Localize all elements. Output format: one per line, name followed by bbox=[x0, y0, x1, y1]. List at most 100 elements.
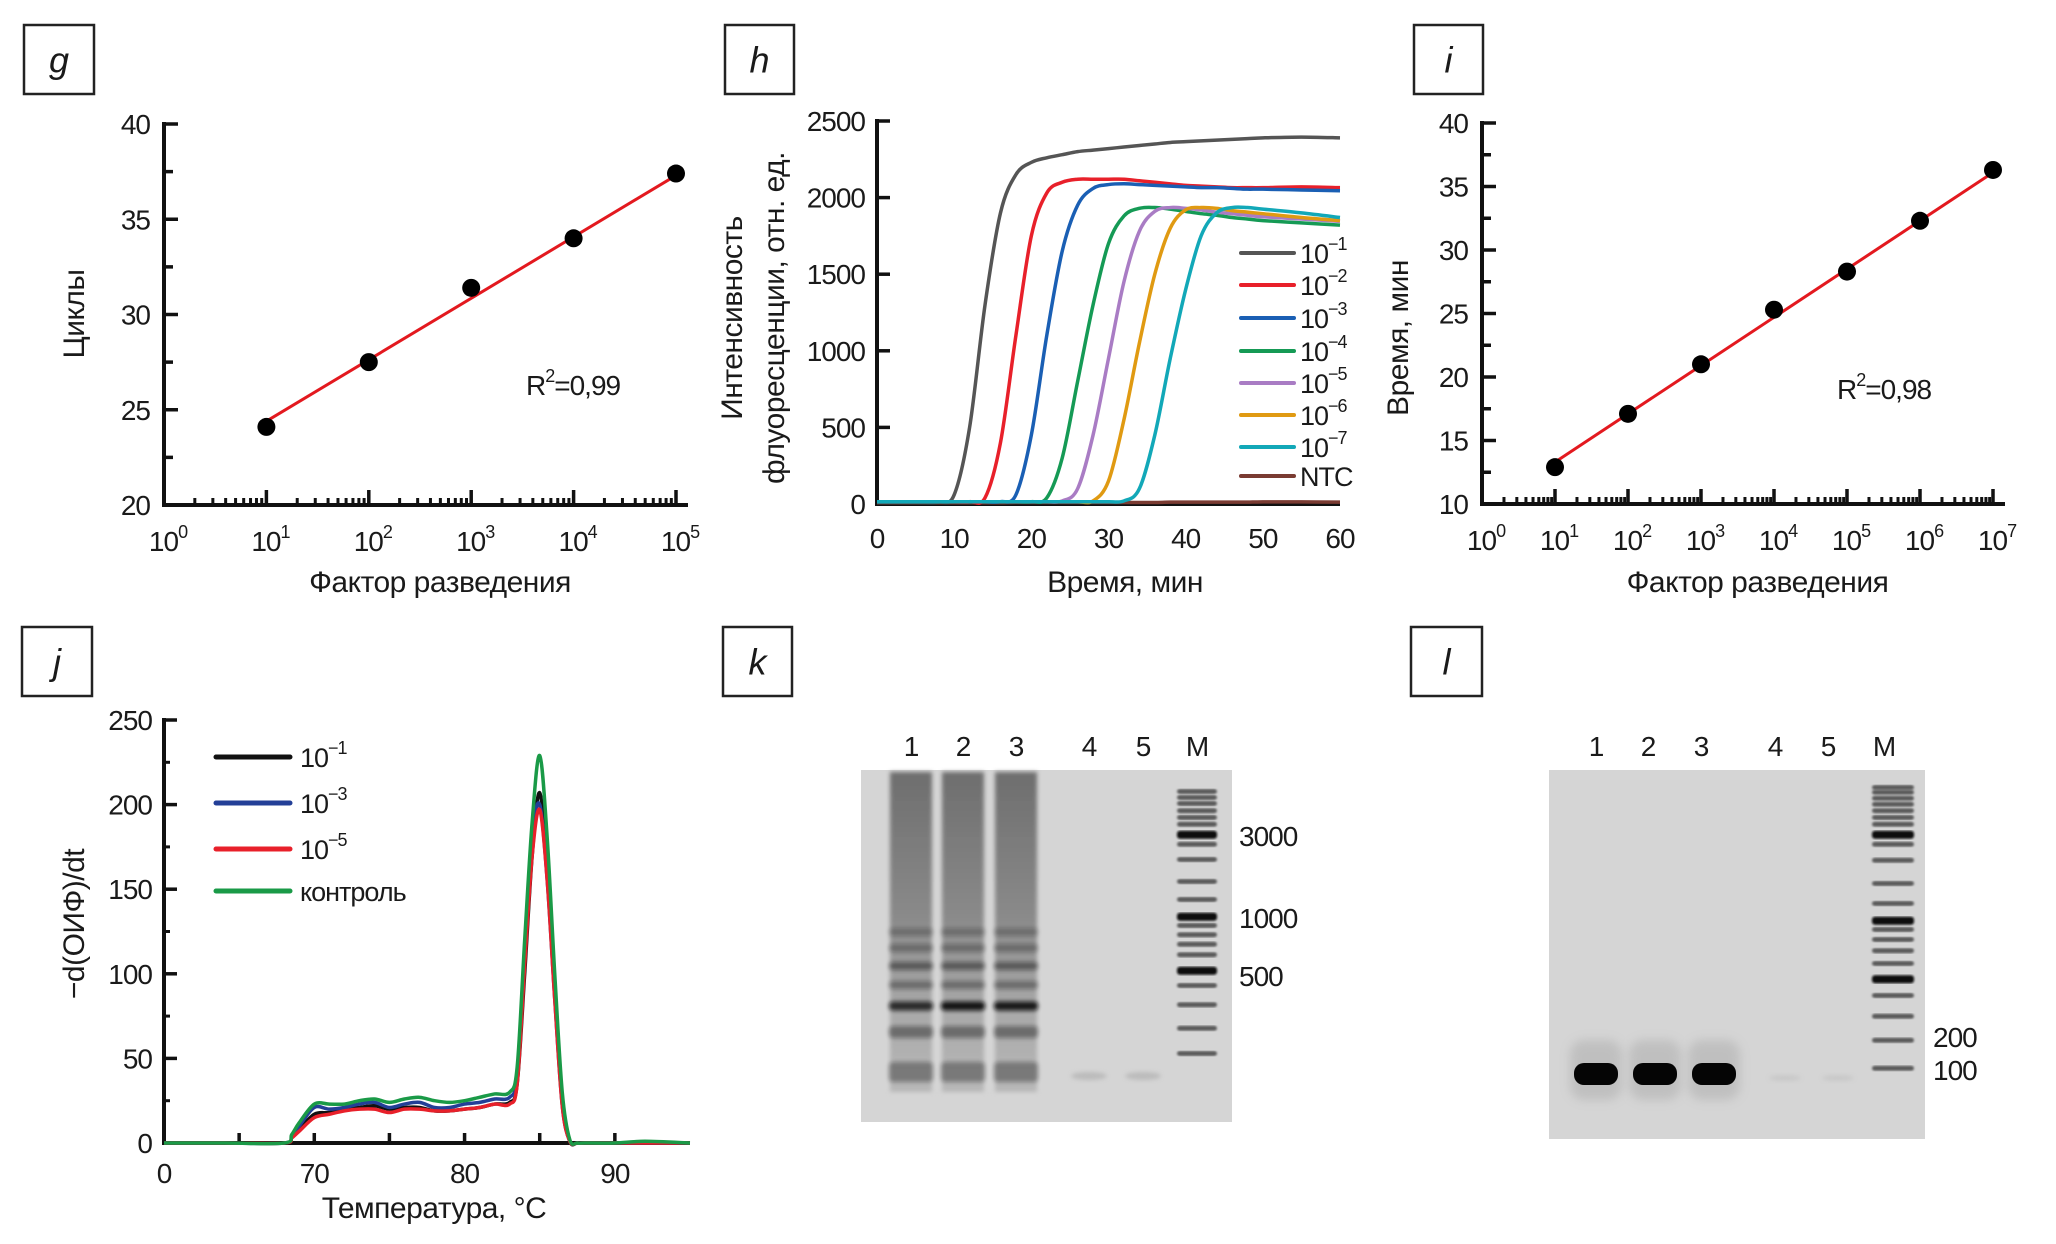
dna-band bbox=[889, 1001, 933, 1011]
x-axis-title: Фактор разведения bbox=[309, 566, 571, 599]
marker-size-label: 3000 bbox=[1239, 821, 1298, 852]
data-point bbox=[667, 164, 685, 183]
x-tick-label: 20 bbox=[1017, 523, 1047, 554]
dna-band bbox=[941, 944, 985, 952]
y-tick-label: 2500 bbox=[807, 106, 866, 137]
x-tick-label-base: 10 bbox=[1540, 525, 1570, 556]
ladder-band bbox=[1872, 937, 1914, 942]
legend-label-base: 10 bbox=[300, 789, 328, 819]
lane-label: 1 bbox=[1589, 731, 1604, 762]
y-tick-label: 1500 bbox=[807, 259, 866, 290]
ladder-band bbox=[1177, 941, 1217, 947]
panel-label-box bbox=[721, 625, 794, 698]
ladder-band bbox=[1872, 801, 1914, 807]
y-tick-label: 50 bbox=[123, 1043, 153, 1074]
y-tick-label: 25 bbox=[1439, 299, 1469, 330]
data-point bbox=[1838, 262, 1856, 281]
series-line bbox=[876, 135, 1341, 505]
legend-item: контроль bbox=[213, 877, 407, 907]
legend-label-base: 10 bbox=[300, 835, 328, 865]
legend-label-base: 10 bbox=[1300, 369, 1328, 399]
panel-label-box bbox=[22, 23, 96, 96]
x-axis-title: Фактор разведения bbox=[1627, 566, 1889, 599]
data-point bbox=[564, 229, 583, 248]
r-squared-sup: 2 bbox=[545, 366, 555, 386]
legend-label-exponent: −6 bbox=[1328, 396, 1348, 416]
panel-letter: l bbox=[1443, 642, 1452, 683]
x-tick-label-exponent: 1 bbox=[280, 522, 290, 542]
dna-band bbox=[994, 928, 1038, 936]
x-tick-label: 90 bbox=[600, 1158, 630, 1189]
panel-label-box bbox=[1409, 625, 1484, 698]
series-line bbox=[877, 182, 1341, 504]
r-squared-value: =0,99 bbox=[554, 370, 620, 401]
ladder-band bbox=[1177, 821, 1217, 827]
legend-label: 10−1 bbox=[300, 738, 348, 773]
y-tick-label: 35 bbox=[121, 204, 151, 235]
legend-item: 10−7 bbox=[1239, 428, 1349, 463]
ladder-band bbox=[1177, 912, 1217, 921]
y-axis-title-line: флуоресценции, отн. ед. bbox=[758, 152, 791, 484]
dna-band bbox=[889, 944, 933, 952]
legend-label-base: 10 bbox=[1300, 401, 1328, 431]
series-line bbox=[164, 807, 690, 1147]
legend-label-exponent: −5 bbox=[328, 830, 348, 850]
x-tick-label: 103 bbox=[1686, 521, 1725, 556]
y-tick-label: 500 bbox=[821, 412, 865, 443]
gel-k: 1 2 3 4 5 M 3000 1000 500 bbox=[861, 731, 1299, 1122]
x-tick-label: 103 bbox=[456, 522, 495, 557]
legend-label-base: контроль bbox=[300, 877, 406, 907]
legend-label-exponent: −2 bbox=[1328, 266, 1348, 286]
ladder-band bbox=[1872, 830, 1914, 839]
dna-band bbox=[994, 962, 1038, 970]
lane-label: 1 bbox=[904, 731, 919, 762]
ladder-band bbox=[1177, 1051, 1217, 1056]
ladder-band bbox=[1872, 901, 1914, 906]
x-tick-label-base: 10 bbox=[1686, 525, 1716, 556]
lane-label: 4 bbox=[1082, 731, 1097, 762]
panel-label-box bbox=[20, 625, 94, 698]
r-squared-sup: 2 bbox=[1856, 370, 1866, 390]
ladder-band bbox=[1872, 795, 1914, 801]
marker-size-label: 1000 bbox=[1239, 903, 1298, 934]
x-tick-label: 105 bbox=[1832, 521, 1871, 556]
y-tick-label: 20 bbox=[1439, 362, 1469, 393]
x-tick-label-base: 10 bbox=[661, 526, 691, 557]
ladder-band bbox=[1177, 983, 1217, 988]
x-tick-label-exponent: 2 bbox=[1642, 521, 1652, 541]
ladder-band bbox=[1872, 808, 1914, 814]
lane-label: 3 bbox=[1694, 731, 1709, 762]
legend-label: 10−3 bbox=[1300, 299, 1348, 334]
faint-band bbox=[1769, 1075, 1801, 1081]
y-tick-label: 15 bbox=[1439, 426, 1469, 457]
r-squared-r: R bbox=[1837, 374, 1856, 405]
legend-label-exponent: −1 bbox=[328, 738, 348, 758]
series-line bbox=[164, 753, 691, 1147]
ladder-band bbox=[1177, 897, 1217, 902]
dna-band bbox=[941, 1062, 985, 1082]
legend-label: контроль bbox=[300, 877, 406, 907]
legend-label: 10−4 bbox=[1300, 332, 1348, 367]
ladder-band bbox=[1872, 916, 1914, 925]
ladder-band bbox=[1872, 815, 1914, 820]
panel-letter: j bbox=[48, 642, 62, 683]
ladder-band bbox=[1872, 927, 1914, 932]
dna-band bbox=[941, 1001, 985, 1011]
ladder-band bbox=[1872, 1065, 1914, 1071]
x-tick-label: 107 bbox=[1978, 521, 2017, 556]
y-axis-title: Циклы bbox=[58, 270, 91, 359]
ladder-band bbox=[1177, 879, 1217, 884]
lane-label: M bbox=[1873, 731, 1895, 762]
regression-line bbox=[265, 174, 677, 423]
y-tick-label: 1000 bbox=[807, 336, 866, 367]
x-tick-label-exponent: 6 bbox=[1934, 521, 1944, 541]
x-tick-label: 10 bbox=[940, 523, 970, 554]
dna-band bbox=[1574, 1063, 1618, 1085]
ladder-band bbox=[1872, 1037, 1914, 1043]
data-point bbox=[462, 278, 481, 297]
y-tick-label: 30 bbox=[121, 300, 151, 331]
x-tick-label: 40 bbox=[1171, 523, 1201, 554]
legend-item: 10−6 bbox=[1239, 396, 1349, 431]
